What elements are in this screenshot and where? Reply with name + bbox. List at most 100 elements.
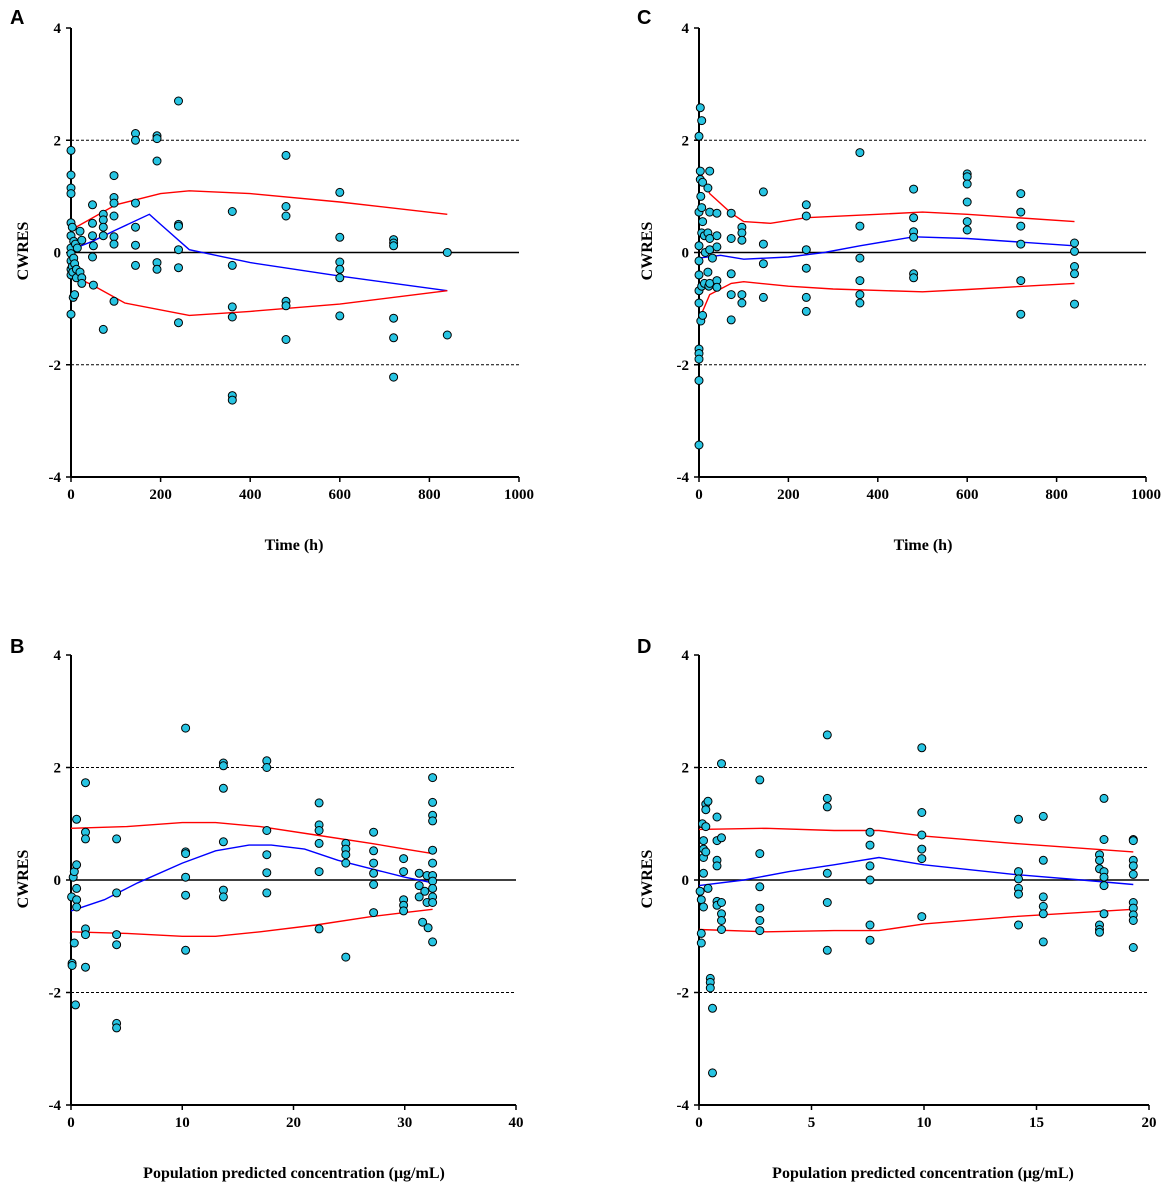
data-point (88, 231, 97, 241)
chart-b: B Population predicted concentration (μg… (10, 636, 524, 1182)
data-point (755, 882, 765, 892)
data-point (218, 783, 228, 793)
data-point (335, 187, 345, 197)
data-point (314, 826, 324, 835)
data-point (420, 886, 430, 896)
chart-d: D Population predicted concentration (μg… (637, 636, 1157, 1182)
data-point (1070, 299, 1079, 309)
data-point (822, 945, 832, 955)
data-point (712, 282, 722, 292)
data-point (717, 916, 726, 925)
data-point (755, 775, 765, 785)
data-point (698, 217, 708, 227)
data-point (1014, 867, 1023, 877)
data-point (695, 886, 705, 896)
data-point (227, 312, 237, 322)
x-tick-label: 10 (175, 1115, 190, 1131)
data-point (712, 861, 722, 871)
data-point (218, 892, 228, 902)
y-axis-label: CWRES (639, 850, 656, 909)
data-point (341, 858, 351, 868)
data-point (909, 232, 919, 242)
data-point (801, 245, 811, 255)
data-point (822, 898, 832, 907)
data-point (703, 883, 713, 893)
data-point (855, 290, 865, 300)
y-tick-label: -4 (677, 470, 690, 486)
series-line-trend (698, 236, 1075, 260)
data-point (1070, 269, 1079, 279)
data-point (369, 880, 379, 889)
series-line-lower (698, 908, 1134, 933)
data-point (181, 849, 191, 859)
x-tick-label: 200 (777, 487, 800, 503)
data-point (1095, 855, 1104, 865)
x-axis-label: Population predicted concentration (μg/m… (143, 1165, 445, 1182)
data-point (428, 898, 438, 907)
data-point (726, 269, 736, 279)
data-point (708, 1068, 717, 1078)
data-point (1016, 239, 1026, 249)
data-point (962, 225, 972, 235)
data-point (758, 187, 768, 197)
data-point (262, 826, 272, 835)
series-line-upper (698, 827, 1134, 853)
data-point (696, 928, 706, 938)
data-point (262, 888, 272, 898)
data-point (112, 834, 122, 844)
x-tick-label: 20 (286, 1115, 301, 1131)
panel-label: D (637, 636, 651, 658)
data-point (705, 983, 715, 993)
data-point (698, 177, 708, 187)
data-point (1016, 207, 1026, 217)
data-point (694, 376, 704, 385)
data-point (81, 834, 90, 844)
data-point (855, 253, 865, 263)
y-tick-label: 2 (682, 761, 690, 777)
data-point (865, 840, 875, 850)
data-point (717, 833, 726, 843)
y-tick-label: 4 (682, 21, 690, 37)
data-point (418, 917, 428, 927)
data-point (414, 868, 424, 878)
data-point (801, 263, 811, 273)
data-point (69, 938, 79, 948)
y-tick-label: -4 (49, 470, 62, 486)
data-point (917, 830, 927, 840)
data-point (262, 868, 272, 878)
data-point (181, 890, 191, 900)
data-point (152, 264, 162, 274)
data-point (699, 836, 708, 846)
data-point (98, 324, 108, 334)
y-tick-label: 4 (54, 648, 62, 664)
y-tick-label: -4 (677, 1098, 690, 1114)
data-point (694, 241, 704, 251)
data-point (822, 730, 832, 740)
data-point (77, 235, 87, 245)
data-point (281, 211, 291, 221)
data-point (67, 961, 77, 970)
data-point (726, 290, 736, 300)
data-point (369, 868, 379, 878)
data-point (962, 179, 972, 189)
data-point (701, 822, 711, 832)
data-point (865, 861, 875, 871)
data-point (726, 208, 736, 218)
data-point (1038, 937, 1048, 947)
data-point (917, 808, 927, 817)
data-point (112, 888, 122, 898)
data-point (112, 930, 122, 940)
data-point (369, 846, 379, 856)
data-point (1128, 943, 1138, 952)
data-point (81, 778, 90, 788)
data-point (717, 898, 726, 907)
data-point (755, 926, 765, 936)
panel-c: C Time (h) CWRES -4 -2 0 2 4 0 200 400 600 800 100… (585, 0, 1170, 600)
data-point (1099, 793, 1109, 803)
data-point (717, 759, 726, 769)
data-point (227, 302, 237, 312)
data-point (88, 280, 98, 290)
data-point (81, 930, 90, 940)
data-point (697, 203, 707, 213)
data-point (131, 222, 140, 232)
